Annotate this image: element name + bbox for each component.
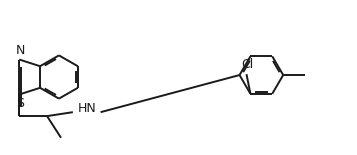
- Text: HN: HN: [77, 102, 96, 115]
- Text: S: S: [16, 97, 24, 110]
- Text: Cl: Cl: [241, 58, 253, 71]
- Text: N: N: [16, 44, 25, 57]
